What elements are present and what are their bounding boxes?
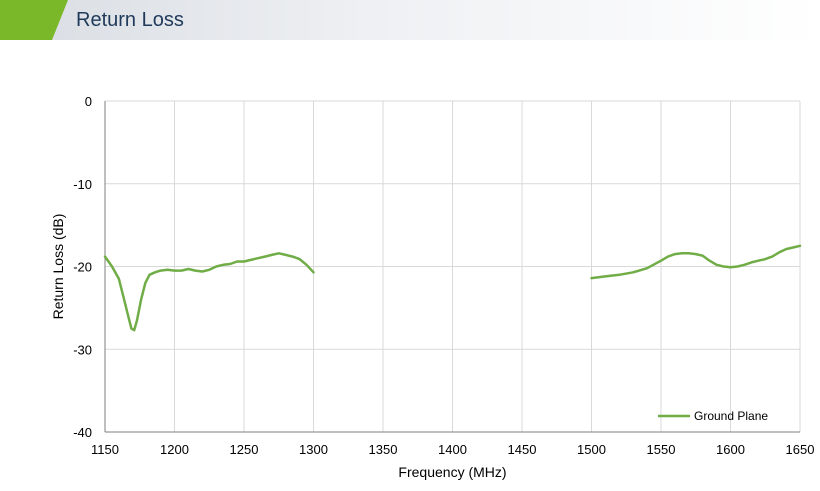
tick-labels: 1150 1200 1250 1300 1350 1400 1450 1500 1550 1600… xyxy=(73,94,814,457)
series-line-ground-plane xyxy=(590,244,802,280)
x-tick-label: 1650 xyxy=(786,442,815,457)
y-axis-title: Return Loss (dB) xyxy=(50,214,66,320)
y-tick-label: 0 xyxy=(85,94,92,109)
axes xyxy=(104,101,800,433)
y-tick-label: -40 xyxy=(73,425,92,440)
legend-label: Ground Plane xyxy=(694,409,768,423)
x-tick-label: 1200 xyxy=(160,442,189,457)
x-tick-label: 1450 xyxy=(508,442,537,457)
y-tick-label: -30 xyxy=(73,342,92,357)
series-line-ground-plane xyxy=(103,252,315,332)
x-tick-label: 1550 xyxy=(647,442,676,457)
x-tick-label: 1350 xyxy=(369,442,398,457)
x-tick-label: 1600 xyxy=(716,442,745,457)
header-band xyxy=(0,0,820,40)
y-tick-label: -10 xyxy=(73,177,92,192)
page-title: Return Loss xyxy=(76,9,184,31)
series xyxy=(103,244,802,332)
x-axis-title: Frequency (MHz) xyxy=(398,464,506,480)
grid xyxy=(105,100,801,432)
legend: Ground Plane xyxy=(658,409,768,423)
x-tick-label: 1300 xyxy=(299,442,328,457)
x-tick-label: 1250 xyxy=(230,442,259,457)
x-tick-label: 1500 xyxy=(577,442,606,457)
y-tick-label: -20 xyxy=(73,260,92,275)
x-tick-label: 1400 xyxy=(438,442,467,457)
x-tick-label: 1150 xyxy=(91,442,119,457)
